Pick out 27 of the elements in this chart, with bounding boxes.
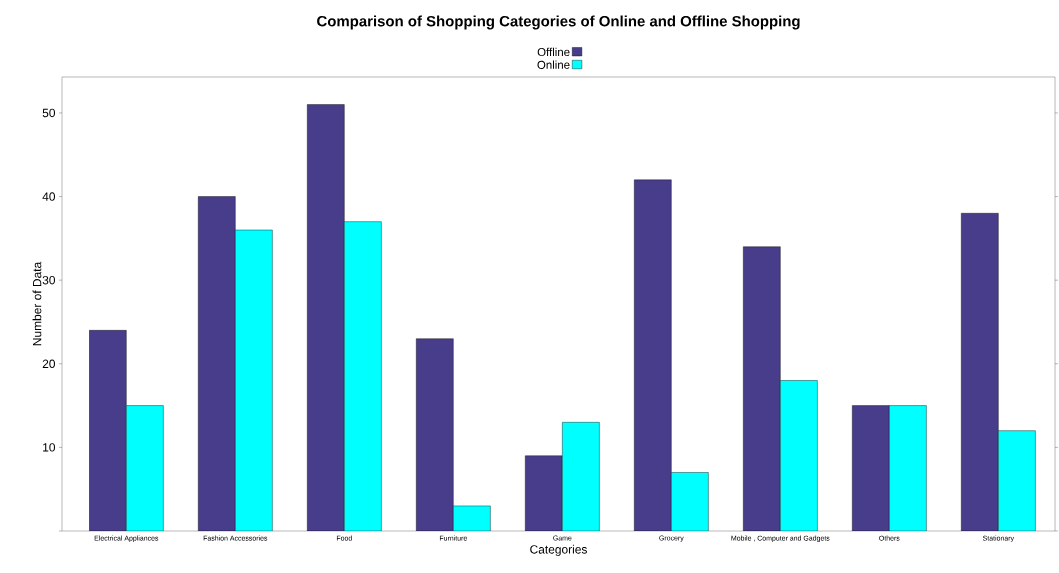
chart-title: Comparison of Shopping Categories of Online and Offline Shopping	[317, 15, 800, 30]
bar	[416, 338, 454, 531]
x-axis-title: Categories	[530, 544, 587, 557]
bar	[852, 405, 890, 531]
bar	[344, 221, 382, 531]
bar	[307, 104, 345, 531]
bar	[961, 213, 999, 531]
y-tick-label: 40	[42, 192, 56, 201]
bar	[198, 196, 236, 531]
y-tick-label: 30	[42, 275, 56, 285]
bar	[671, 472, 709, 531]
bar	[634, 179, 672, 531]
y-axis-title: Number of Data	[32, 261, 42, 346]
bar	[126, 405, 164, 531]
y-tick-label: 20	[42, 359, 56, 368]
bar	[235, 230, 273, 531]
y-tick-label: 50	[42, 108, 56, 118]
bar	[89, 330, 127, 531]
bar	[889, 405, 927, 531]
legend-label: Offline	[537, 47, 570, 57]
bar	[562, 422, 600, 531]
bar	[743, 246, 781, 531]
bar	[780, 380, 818, 531]
bar	[998, 430, 1036, 531]
bar	[525, 455, 563, 531]
y-tick-label: 10	[43, 443, 56, 452]
legend-label: Online	[537, 60, 570, 69]
